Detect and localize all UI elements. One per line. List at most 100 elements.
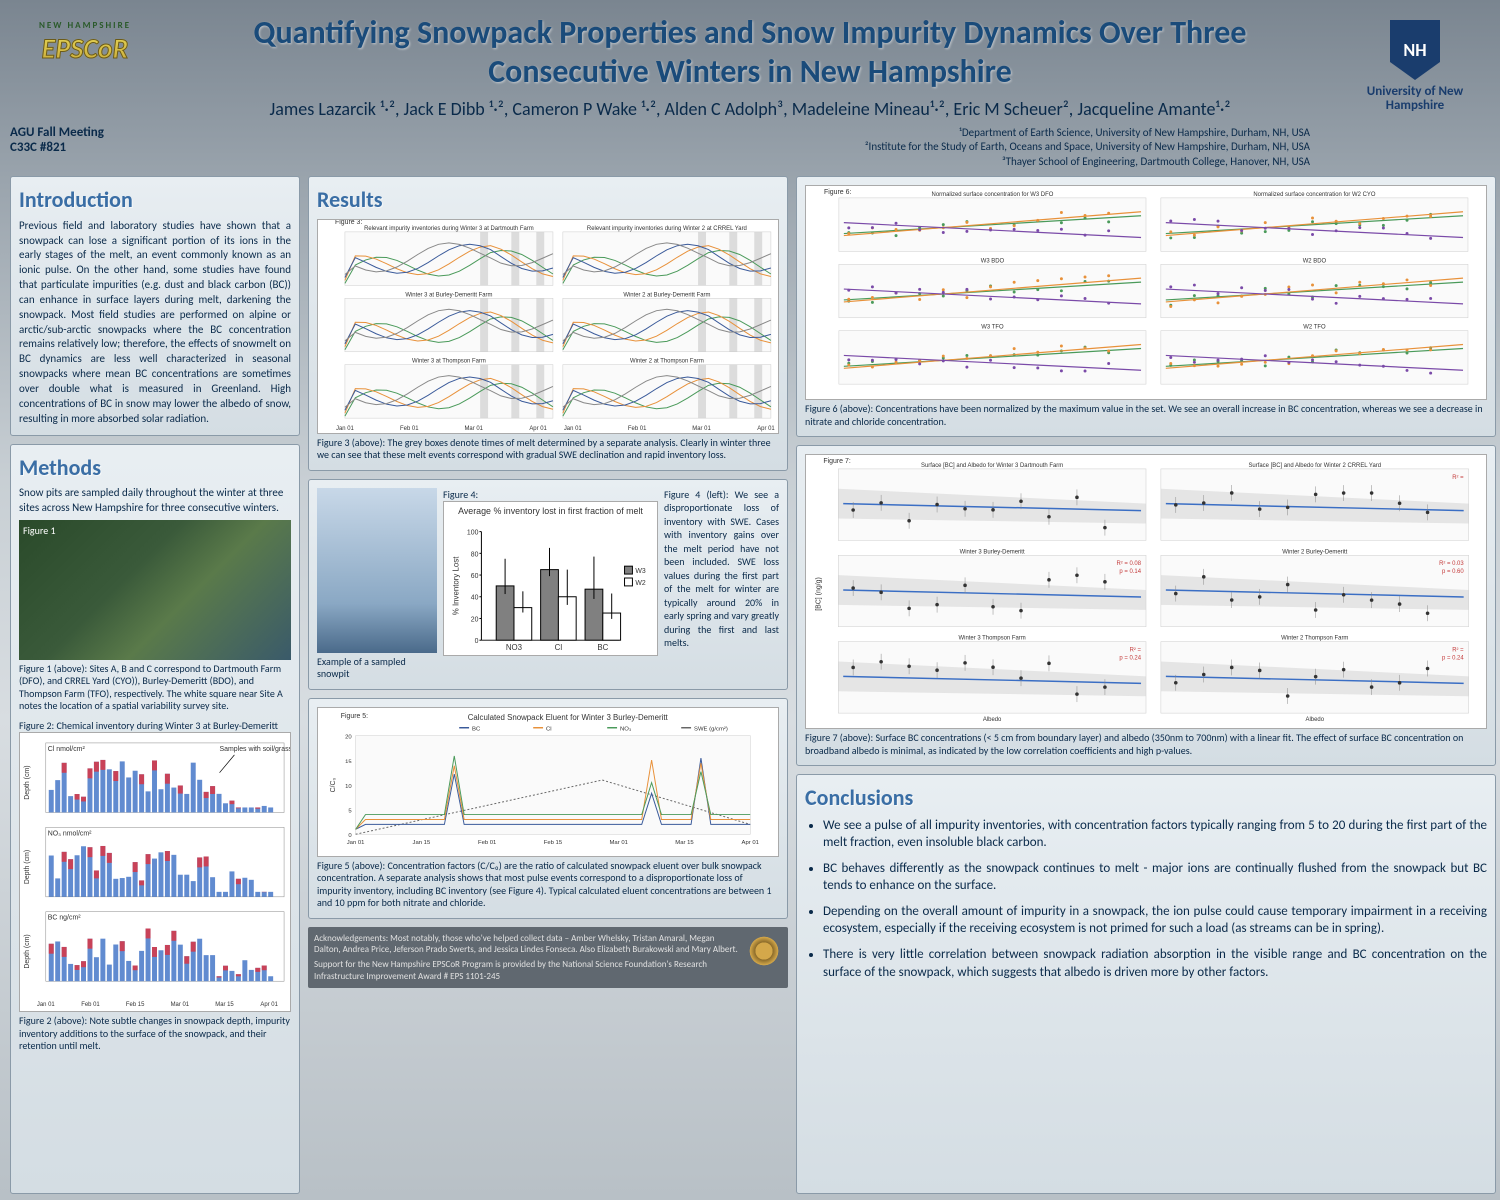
figure-2-chart: Cl nmol/cm²Depth (cm)NO₃ nmol/cm²Depth (… [19,732,291,1012]
svg-text:[BC] (ng/g): [BC] (ng/g) [815,577,822,611]
svg-text:R² =: R² = [1452,648,1464,654]
logo-small-text: NEW HAMPSHIRE [39,20,131,31]
svg-text:SWE (g/cm²): SWE (g/cm²) [694,726,728,732]
svg-text:Apr 01: Apr 01 [529,426,547,432]
figure-7-chart: Figure 7:Surface [BC] and Albedo for Win… [805,454,1487,729]
svg-text:Depth (cm): Depth (cm) [24,850,31,884]
intro-panel: Introduction Previous field and laborato… [10,176,300,436]
svg-text:R² = 0.08: R² = 0.08 [1116,561,1141,567]
methods-heading: Methods [19,453,291,483]
svg-text:Feb 01: Feb 01 [400,426,419,432]
svg-text:5: 5 [348,808,352,814]
svg-text:10: 10 [345,784,352,790]
snowpit-caption: Example of a sampled snowpit [317,656,437,681]
results-panel-top: Results Relevant impurity inventories du… [308,176,788,471]
nsf-logo-icon [744,931,784,971]
conclusion-bullet: There is very little correlation between… [823,946,1487,981]
meeting-info: AGU Fall Meeting C33C #821 [10,125,104,155]
svg-text:Relevant impurity inventories: Relevant impurity inventories during Win… [587,226,747,232]
svg-text:Figure 6:: Figure 6: [824,189,851,196]
fig1-caption: Figure 1 (above): Sites A, B and C corre… [19,663,291,713]
nh-shield-icon: NH [1390,20,1440,80]
svg-text:p = 0.24: p = 0.24 [1442,656,1464,662]
svg-text:Normalized surface concentrati: Normalized surface concentration for W2 … [1253,192,1375,198]
svg-text:40: 40 [471,595,479,602]
logo-main-text: EPSCoR [42,31,129,66]
author-list: James Lazarcik ¹·², Jack E Dibb ¹·², Cam… [20,96,1480,122]
svg-text:20: 20 [345,734,352,740]
svg-text:Cl: Cl [546,726,552,732]
svg-text:Mar 15: Mar 15 [215,1002,234,1008]
svg-text:Depth (cm): Depth (cm) [24,935,31,969]
figure-3-chart: Relevant impurity inventories during Win… [317,219,779,434]
meeting-name: AGU Fall Meeting [10,125,104,140]
svg-text:Figure 3:: Figure 3: [335,220,362,226]
svg-text:100: 100 [467,530,479,537]
svg-text:Average % inventory lost in fi: Average % inventory lost in first fracti… [458,506,643,516]
svg-text:80: 80 [471,551,479,558]
svg-text:R² = 0.03: R² = 0.03 [1439,561,1464,567]
fig4-caption: Figure 4 (left): We see a disproportiona… [664,488,779,681]
methods-body: Snow pits are sampled daily throughout t… [19,486,291,516]
conclusion-bullet: BC behaves differently as the snowpack c… [823,860,1487,895]
figure-6-chart: Figure 6: Normalized surface concentratio… [805,185,1487,400]
svg-text:Calculated Snowpack Eluent for: Calculated Snowpack Eluent for Winter 3 … [468,713,669,722]
svg-text:Jan 01: Jan 01 [564,426,583,432]
svg-text:Mar 15: Mar 15 [675,840,694,846]
middle-column: Results Relevant impurity inventories du… [308,176,788,1194]
fig2-caption: Figure 2 (above): Note subtle changes in… [19,1015,291,1053]
unh-text: University of New Hampshire [1350,85,1480,114]
svg-text:Jan 01: Jan 01 [347,840,365,846]
conclusions-list: We see a pulse of all impurity inventori… [805,817,1487,981]
acknowledgements: Acknowledgements: Most notably, those wh… [308,927,788,989]
intro-heading: Introduction [19,185,291,215]
svg-text:Winter 3 at Thompson Farm: Winter 3 at Thompson Farm [412,358,486,364]
svg-text:Normalized surface concentrati: Normalized surface concentration for W3 … [932,192,1054,198]
poster-header: NEW HAMPSHIRE EPSCoR NH University of Ne… [0,0,1500,170]
svg-text:W2 TFO: W2 TFO [1303,325,1326,331]
svg-text:Winter 2 Burley-Demeritt: Winter 2 Burley-Demeritt [1282,549,1347,555]
svg-text:Mar 01: Mar 01 [610,840,628,846]
fig2-title: Figure 2: Chemical inventory during Wint… [19,719,291,733]
ack-line2: Support for the New Hampshire EPSCoR Pro… [314,959,738,982]
svg-text:20: 20 [471,617,479,624]
aff-2: ²Institute for the Study of Earth, Ocean… [20,140,1310,154]
results-panel-mid: Example of a sampled snowpit Figure 4: A… [308,479,788,690]
intro-body: Previous field and laboratory studies ha… [19,219,291,427]
svg-text:Winter 3 Thompson Farm: Winter 3 Thompson Farm [959,636,1026,642]
svg-text:Albedo: Albedo [1306,717,1325,723]
svg-text:Feb 15: Feb 15 [126,1002,145,1008]
svg-text:Feb 15: Feb 15 [544,840,563,846]
figure-5-chart: Figure 5:Calculated Snowpack Eluent for … [317,707,779,857]
left-column: Introduction Previous field and laborato… [10,176,300,1194]
figure-1-map [19,520,291,660]
conclusions-heading: Conclusions [805,783,1487,813]
svg-text:Apr 01: Apr 01 [742,840,759,846]
svg-text:Mar 01: Mar 01 [171,1002,190,1008]
conclusions-panel: Conclusions We see a pulse of all impuri… [796,774,1496,1194]
snowpit-photo [317,488,437,653]
svg-text:Jan 15: Jan 15 [413,840,431,846]
svg-text:BC: BC [472,726,481,732]
svg-text:W2: W2 [635,580,646,587]
ack-line1: Acknowledgements: Most notably, those wh… [314,933,738,956]
fig7-caption: Figure 7 (above): Surface BC concentrati… [805,732,1487,757]
svg-text:NO3: NO3 [506,643,523,652]
svg-text:60: 60 [471,573,479,580]
svg-text:Surface [BC] and Albedo for Wi: Surface [BC] and Albedo for Winter 2 CRR… [1248,463,1381,469]
svg-text:Jan 01: Jan 01 [37,1002,56,1008]
svg-text:W3 TFO: W3 TFO [981,325,1004,331]
aff-3: ³Thayer School of Engineering, Dartmouth… [20,155,1310,169]
svg-text:Winter 3 at Burley-Demeritt Fa: Winter 3 at Burley-Demeritt Farm [405,292,492,298]
svg-text:Winter 2 Thompson Farm: Winter 2 Thompson Farm [1281,636,1348,642]
svg-text:Feb 01: Feb 01 [81,1002,100,1008]
svg-text:Jan 01: Jan 01 [336,426,355,432]
svg-text:p = 0.60: p = 0.60 [1442,569,1464,575]
svg-text:Winter 2 at Burley-Demeritt Fa: Winter 2 at Burley-Demeritt Farm [623,292,710,298]
svg-text:p = 0.14: p = 0.14 [1119,569,1141,575]
conclusion-bullet: Depending on the overall amount of impur… [823,903,1487,938]
affiliations: ¹Department of Earth Science, University… [20,122,1480,169]
svg-text:NO₃: NO₃ [620,726,632,732]
right-column: Figure 6: Normalized surface concentratio… [796,176,1496,1194]
epscor-logo: NEW HAMPSHIRE EPSCoR [10,20,160,80]
